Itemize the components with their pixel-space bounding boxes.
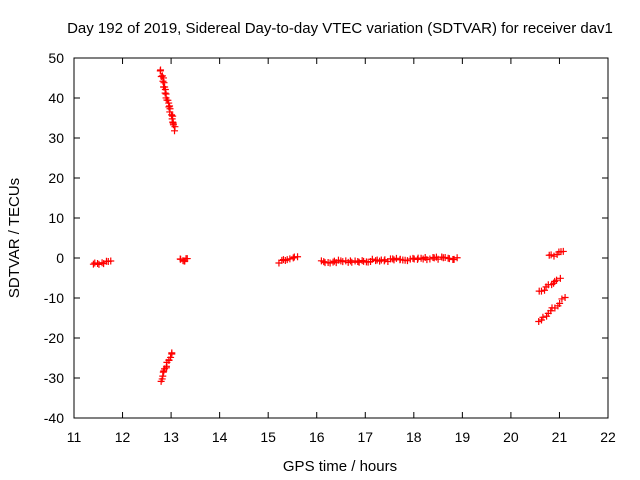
data-point	[537, 287, 545, 295]
x-tick-label: 20	[503, 429, 519, 445]
y-tick-label: 30	[48, 130, 64, 146]
y-tick-label: -30	[44, 370, 64, 386]
y-tick-label: 20	[48, 170, 64, 186]
data-point	[358, 257, 366, 265]
data-point	[330, 257, 338, 265]
data-point	[558, 295, 566, 303]
data-point	[326, 259, 334, 267]
data-point	[320, 258, 328, 266]
x-tick-label: 21	[552, 429, 568, 445]
data-point	[165, 103, 173, 111]
data-point	[368, 255, 376, 263]
y-tick-label: -20	[44, 330, 64, 346]
data-point	[434, 255, 442, 263]
y-axis-label: SDTVAR / TECUs	[6, 178, 23, 298]
plot-frame	[73, 57, 609, 419]
data-point	[423, 256, 431, 264]
x-tick-label: 14	[212, 429, 228, 445]
data-point	[556, 299, 564, 307]
y-tick-label: -40	[44, 410, 64, 426]
data-point	[294, 253, 302, 261]
y-tick-label: 40	[48, 90, 64, 106]
y-tick-label: 50	[48, 50, 64, 66]
data-point	[559, 247, 567, 255]
chart-title: Day 192 of 2019, Sidereal Day-to-day VTE…	[67, 20, 613, 37]
data-point	[98, 259, 106, 267]
data-point	[161, 89, 169, 97]
x-tick-label: 11	[67, 429, 82, 445]
data-point	[355, 258, 363, 266]
data-point	[171, 127, 179, 135]
data-point	[445, 255, 453, 263]
x-tick-label: 17	[357, 429, 373, 445]
data-point	[450, 255, 458, 263]
x-tick-label: 19	[455, 429, 471, 445]
x-tick-label: 15	[260, 429, 276, 445]
data-point	[289, 254, 297, 262]
data-point	[453, 254, 461, 262]
data-point	[556, 274, 564, 282]
data-point	[348, 258, 356, 266]
data-point	[441, 254, 449, 262]
data-point	[156, 67, 164, 75]
data-point	[286, 255, 294, 263]
x-tick-label: 16	[309, 429, 325, 445]
data-point	[392, 254, 400, 262]
data-point	[94, 260, 102, 268]
data-point	[183, 255, 191, 263]
data-point	[168, 349, 176, 357]
data-point	[95, 260, 103, 268]
x-tick-label: 18	[406, 429, 422, 445]
data-point	[339, 258, 347, 266]
data-point	[167, 353, 175, 361]
x-tick-label: 13	[163, 429, 179, 445]
x-axis-label: GPS time / hours	[283, 458, 397, 475]
data-point	[541, 286, 549, 294]
x-tick-label: 12	[115, 429, 131, 445]
data-point	[426, 255, 434, 263]
y-tick-label: 10	[48, 210, 64, 226]
x-tick-label: 22	[600, 429, 616, 445]
data-point	[539, 313, 547, 321]
data-point	[553, 276, 561, 284]
y-tick-label: 0	[56, 250, 64, 266]
data-point	[107, 257, 115, 265]
data-point	[561, 294, 569, 302]
y-tick-label: -10	[44, 290, 64, 306]
